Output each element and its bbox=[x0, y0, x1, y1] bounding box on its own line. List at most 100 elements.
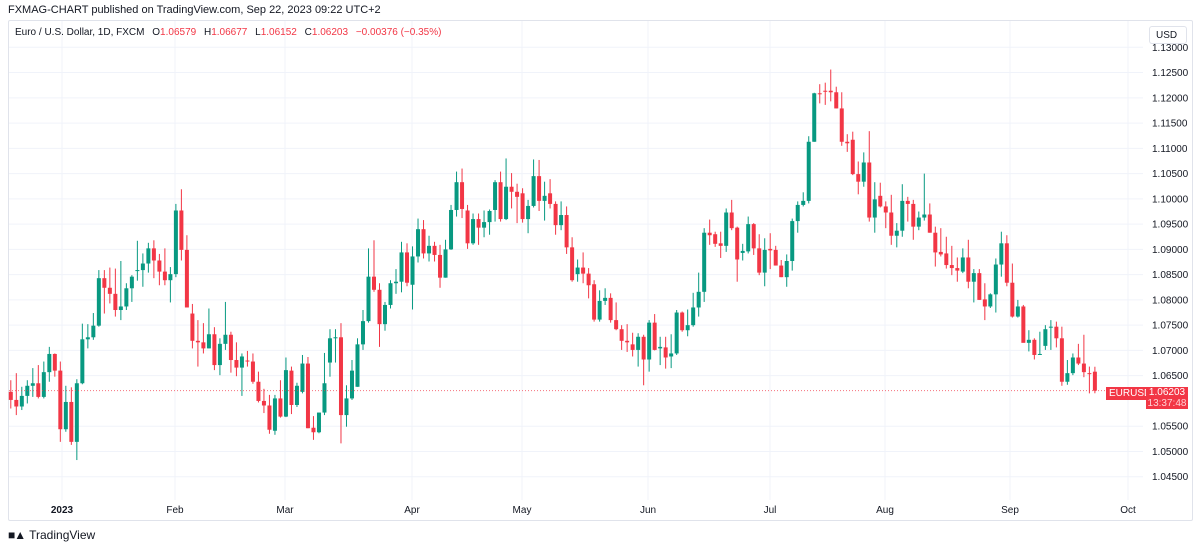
high-value: 1.06677 bbox=[211, 27, 248, 38]
candle-body bbox=[762, 249, 767, 273]
candle-body bbox=[421, 229, 426, 254]
open-value: 1.06579 bbox=[160, 27, 197, 38]
tradingview-brand[interactable]: ■▲ TradingView bbox=[8, 528, 95, 542]
candle-body bbox=[146, 248, 151, 264]
candle-up bbox=[272, 394, 277, 435]
candle-body bbox=[289, 370, 294, 405]
candle-body bbox=[239, 356, 244, 368]
candle-down bbox=[1076, 343, 1081, 366]
candle-body bbox=[537, 176, 542, 201]
tradingview-logo-icon: ■▲ bbox=[8, 528, 26, 542]
candle-down bbox=[718, 231, 723, 258]
candle-body bbox=[344, 398, 349, 416]
candle-body bbox=[162, 271, 167, 281]
candle-body bbox=[107, 287, 112, 294]
candle-body bbox=[333, 337, 338, 339]
candle-body bbox=[184, 249, 189, 308]
candle-up bbox=[636, 333, 641, 367]
candle-body bbox=[69, 401, 74, 442]
candle-up bbox=[922, 173, 927, 221]
candle-body bbox=[454, 182, 459, 210]
candle-body bbox=[982, 299, 987, 307]
candle-body bbox=[355, 344, 360, 387]
time-tick-label: Feb bbox=[166, 505, 184, 516]
candle-body bbox=[338, 337, 343, 416]
candle-body bbox=[559, 215, 564, 226]
candle-up bbox=[300, 354, 305, 394]
last-price-symbol-tag: EURUSD bbox=[1106, 387, 1155, 400]
candle-body bbox=[900, 200, 905, 231]
candle-body bbox=[663, 347, 668, 358]
candle-up bbox=[471, 213, 476, 245]
candle-body bbox=[779, 265, 784, 278]
candle-up bbox=[559, 201, 564, 231]
price-tick-label: 1.04500 bbox=[1152, 472, 1189, 483]
candle-body bbox=[938, 251, 943, 255]
price-axis: 1.13000 1.12500 1.12000 1.11500 1.11000 1.105… bbox=[1152, 43, 1189, 483]
candle-up bbox=[1026, 330, 1031, 352]
price-tick-label: 1.09000 bbox=[1152, 245, 1189, 256]
price-tick-label: 1.09500 bbox=[1152, 220, 1189, 231]
currency-button[interactable]: USD bbox=[1149, 26, 1187, 44]
candle-body bbox=[245, 360, 250, 362]
candle-up bbox=[1015, 299, 1020, 318]
candle-body bbox=[691, 307, 696, 326]
candle-down bbox=[107, 267, 112, 304]
candle-body bbox=[294, 385, 299, 405]
candle-down bbox=[520, 188, 525, 223]
candle-up bbox=[674, 310, 679, 355]
candle-body bbox=[757, 248, 762, 273]
time-tick-label: 2023 bbox=[51, 505, 74, 516]
candle-down bbox=[608, 293, 613, 323]
candle-down bbox=[927, 203, 932, 233]
candle-body bbox=[482, 222, 487, 228]
candle-body bbox=[168, 274, 173, 281]
candle-body bbox=[520, 193, 525, 220]
candle-body bbox=[883, 206, 888, 213]
candle-up bbox=[597, 290, 602, 322]
candle-down bbox=[751, 223, 756, 255]
candle-body bbox=[1043, 329, 1048, 346]
candle-body bbox=[949, 265, 954, 269]
candle-body bbox=[878, 195, 883, 207]
candle-down bbox=[652, 314, 657, 351]
time-axis: 2023 Feb Mar Apr May Jun Jul Aug Sep Oct bbox=[51, 505, 1136, 516]
candle-body bbox=[515, 191, 520, 197]
candle-body bbox=[553, 203, 558, 226]
candle-down bbox=[553, 201, 558, 235]
candle-body bbox=[58, 370, 63, 430]
candle-down bbox=[586, 268, 591, 299]
candle-body bbox=[592, 284, 597, 320]
candle-down bbox=[949, 245, 954, 276]
candle-down bbox=[338, 323, 343, 444]
candle-down bbox=[663, 336, 668, 369]
candle-down bbox=[564, 206, 569, 254]
candle-body bbox=[80, 339, 85, 384]
candle-down bbox=[581, 252, 586, 284]
candle-up bbox=[168, 267, 173, 303]
candle-up bbox=[916, 211, 921, 231]
candle-down bbox=[977, 269, 982, 300]
published-caption: FXMAG-CHART published on TradingView.com… bbox=[8, 4, 381, 16]
candle-body bbox=[955, 268, 960, 271]
candle-body bbox=[927, 214, 932, 233]
candle-down bbox=[1004, 235, 1009, 287]
candle-body bbox=[487, 210, 492, 223]
candle-up bbox=[383, 301, 388, 331]
candle-body bbox=[603, 297, 608, 301]
candle-up bbox=[806, 136, 811, 204]
candle-up bbox=[41, 361, 46, 399]
candle-up bbox=[344, 385, 349, 427]
candle-body bbox=[300, 363, 305, 392]
candle-up bbox=[487, 209, 492, 235]
price-tick-label: 1.08000 bbox=[1152, 295, 1189, 306]
candle-body bbox=[993, 264, 998, 295]
candle-up bbox=[1065, 360, 1070, 385]
candle-body bbox=[625, 340, 630, 343]
candle-body bbox=[735, 227, 740, 260]
candle-up bbox=[85, 324, 90, 349]
candle-down bbox=[570, 237, 575, 282]
grid-lines bbox=[9, 21, 1143, 500]
candle-down bbox=[625, 324, 630, 352]
